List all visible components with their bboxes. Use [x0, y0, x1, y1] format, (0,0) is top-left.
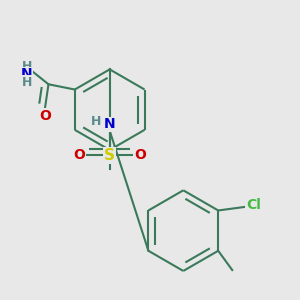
Text: H: H: [22, 76, 32, 89]
Text: O: O: [74, 148, 86, 162]
Text: N: N: [21, 68, 33, 82]
Text: O: O: [39, 109, 51, 123]
Text: H: H: [22, 60, 32, 73]
Text: S: S: [104, 148, 115, 163]
Text: O: O: [134, 148, 146, 162]
Text: N: N: [104, 117, 116, 131]
Text: Cl: Cl: [246, 198, 261, 212]
Text: H: H: [91, 116, 102, 128]
